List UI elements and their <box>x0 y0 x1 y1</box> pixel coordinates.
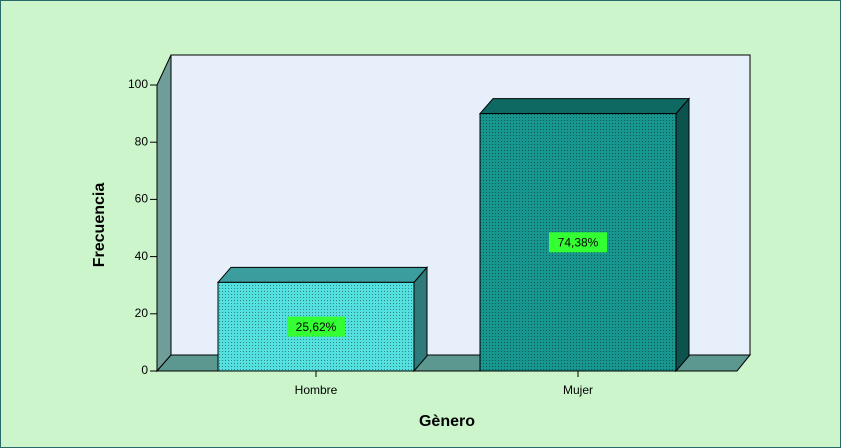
value-label-box <box>287 316 345 337</box>
y-tick-label: 60 <box>135 192 149 206</box>
y-tick-label: 0 <box>141 363 148 377</box>
bar-top <box>216 266 429 283</box>
bar-side <box>413 265 428 373</box>
bar-top <box>478 98 691 115</box>
x-axis-label: Gènero <box>419 413 475 430</box>
left-wall <box>156 54 172 373</box>
value-label-box <box>549 232 607 253</box>
y-axis-label: Frecuencia <box>91 183 108 268</box>
y-tick-label: 40 <box>135 249 149 263</box>
y-tick-label: 100 <box>128 77 148 91</box>
y-tick-label: 20 <box>135 306 149 320</box>
x-tick-label: Hombre <box>295 383 338 397</box>
x-tick-label: Mujer <box>563 383 593 397</box>
y-tick-label: 80 <box>135 134 149 148</box>
value-label: 25,62% <box>296 320 337 334</box>
value-label: 74,38% <box>558 235 599 249</box>
bar-side <box>675 97 690 373</box>
